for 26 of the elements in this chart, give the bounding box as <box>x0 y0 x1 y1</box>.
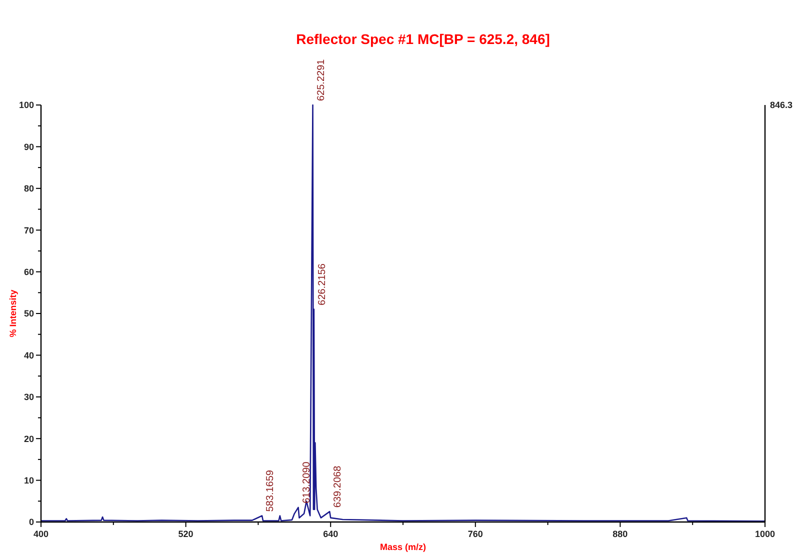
x-tick-label: 520 <box>178 529 194 539</box>
text: 846.3 <box>770 100 793 110</box>
y-tick-label: 30 <box>24 392 34 402</box>
annotation: 626.2156 <box>316 263 328 306</box>
y-tick-label: 80 <box>24 184 34 194</box>
y-tick-label: 20 <box>24 434 34 444</box>
y-tick-label: 10 <box>24 475 34 486</box>
annotation: 639.2068 <box>332 465 344 508</box>
y-tick-label: 70 <box>24 225 34 236</box>
y-tick-label: 0 <box>28 517 34 528</box>
annotation: 613.2090 <box>301 461 312 504</box>
x-axis-title: Mass (m/z) <box>380 542 426 552</box>
x-tick-label: 880 <box>612 529 628 539</box>
y-tick-label: 90 <box>24 142 34 152</box>
y-tick-label: 100 <box>18 100 34 110</box>
x-tick-label: 400 <box>33 529 49 539</box>
annotation: 625.2291 <box>316 58 327 101</box>
y-axis-title: % Intensity <box>8 290 18 338</box>
y-tick-label: 40 <box>24 350 34 360</box>
x-tick-label: 1000 <box>754 529 776 539</box>
x-tick-label: 640 <box>323 529 338 539</box>
chart-title: Reflector Spec #1 MC[BP = 625.2, 846] <box>296 31 550 47</box>
y-tick-label: 50 <box>24 308 34 319</box>
annotation: 583.1659 <box>265 470 276 512</box>
y-tick-label: 60 <box>24 266 34 277</box>
x-tick-label: 760 <box>468 529 483 539</box>
